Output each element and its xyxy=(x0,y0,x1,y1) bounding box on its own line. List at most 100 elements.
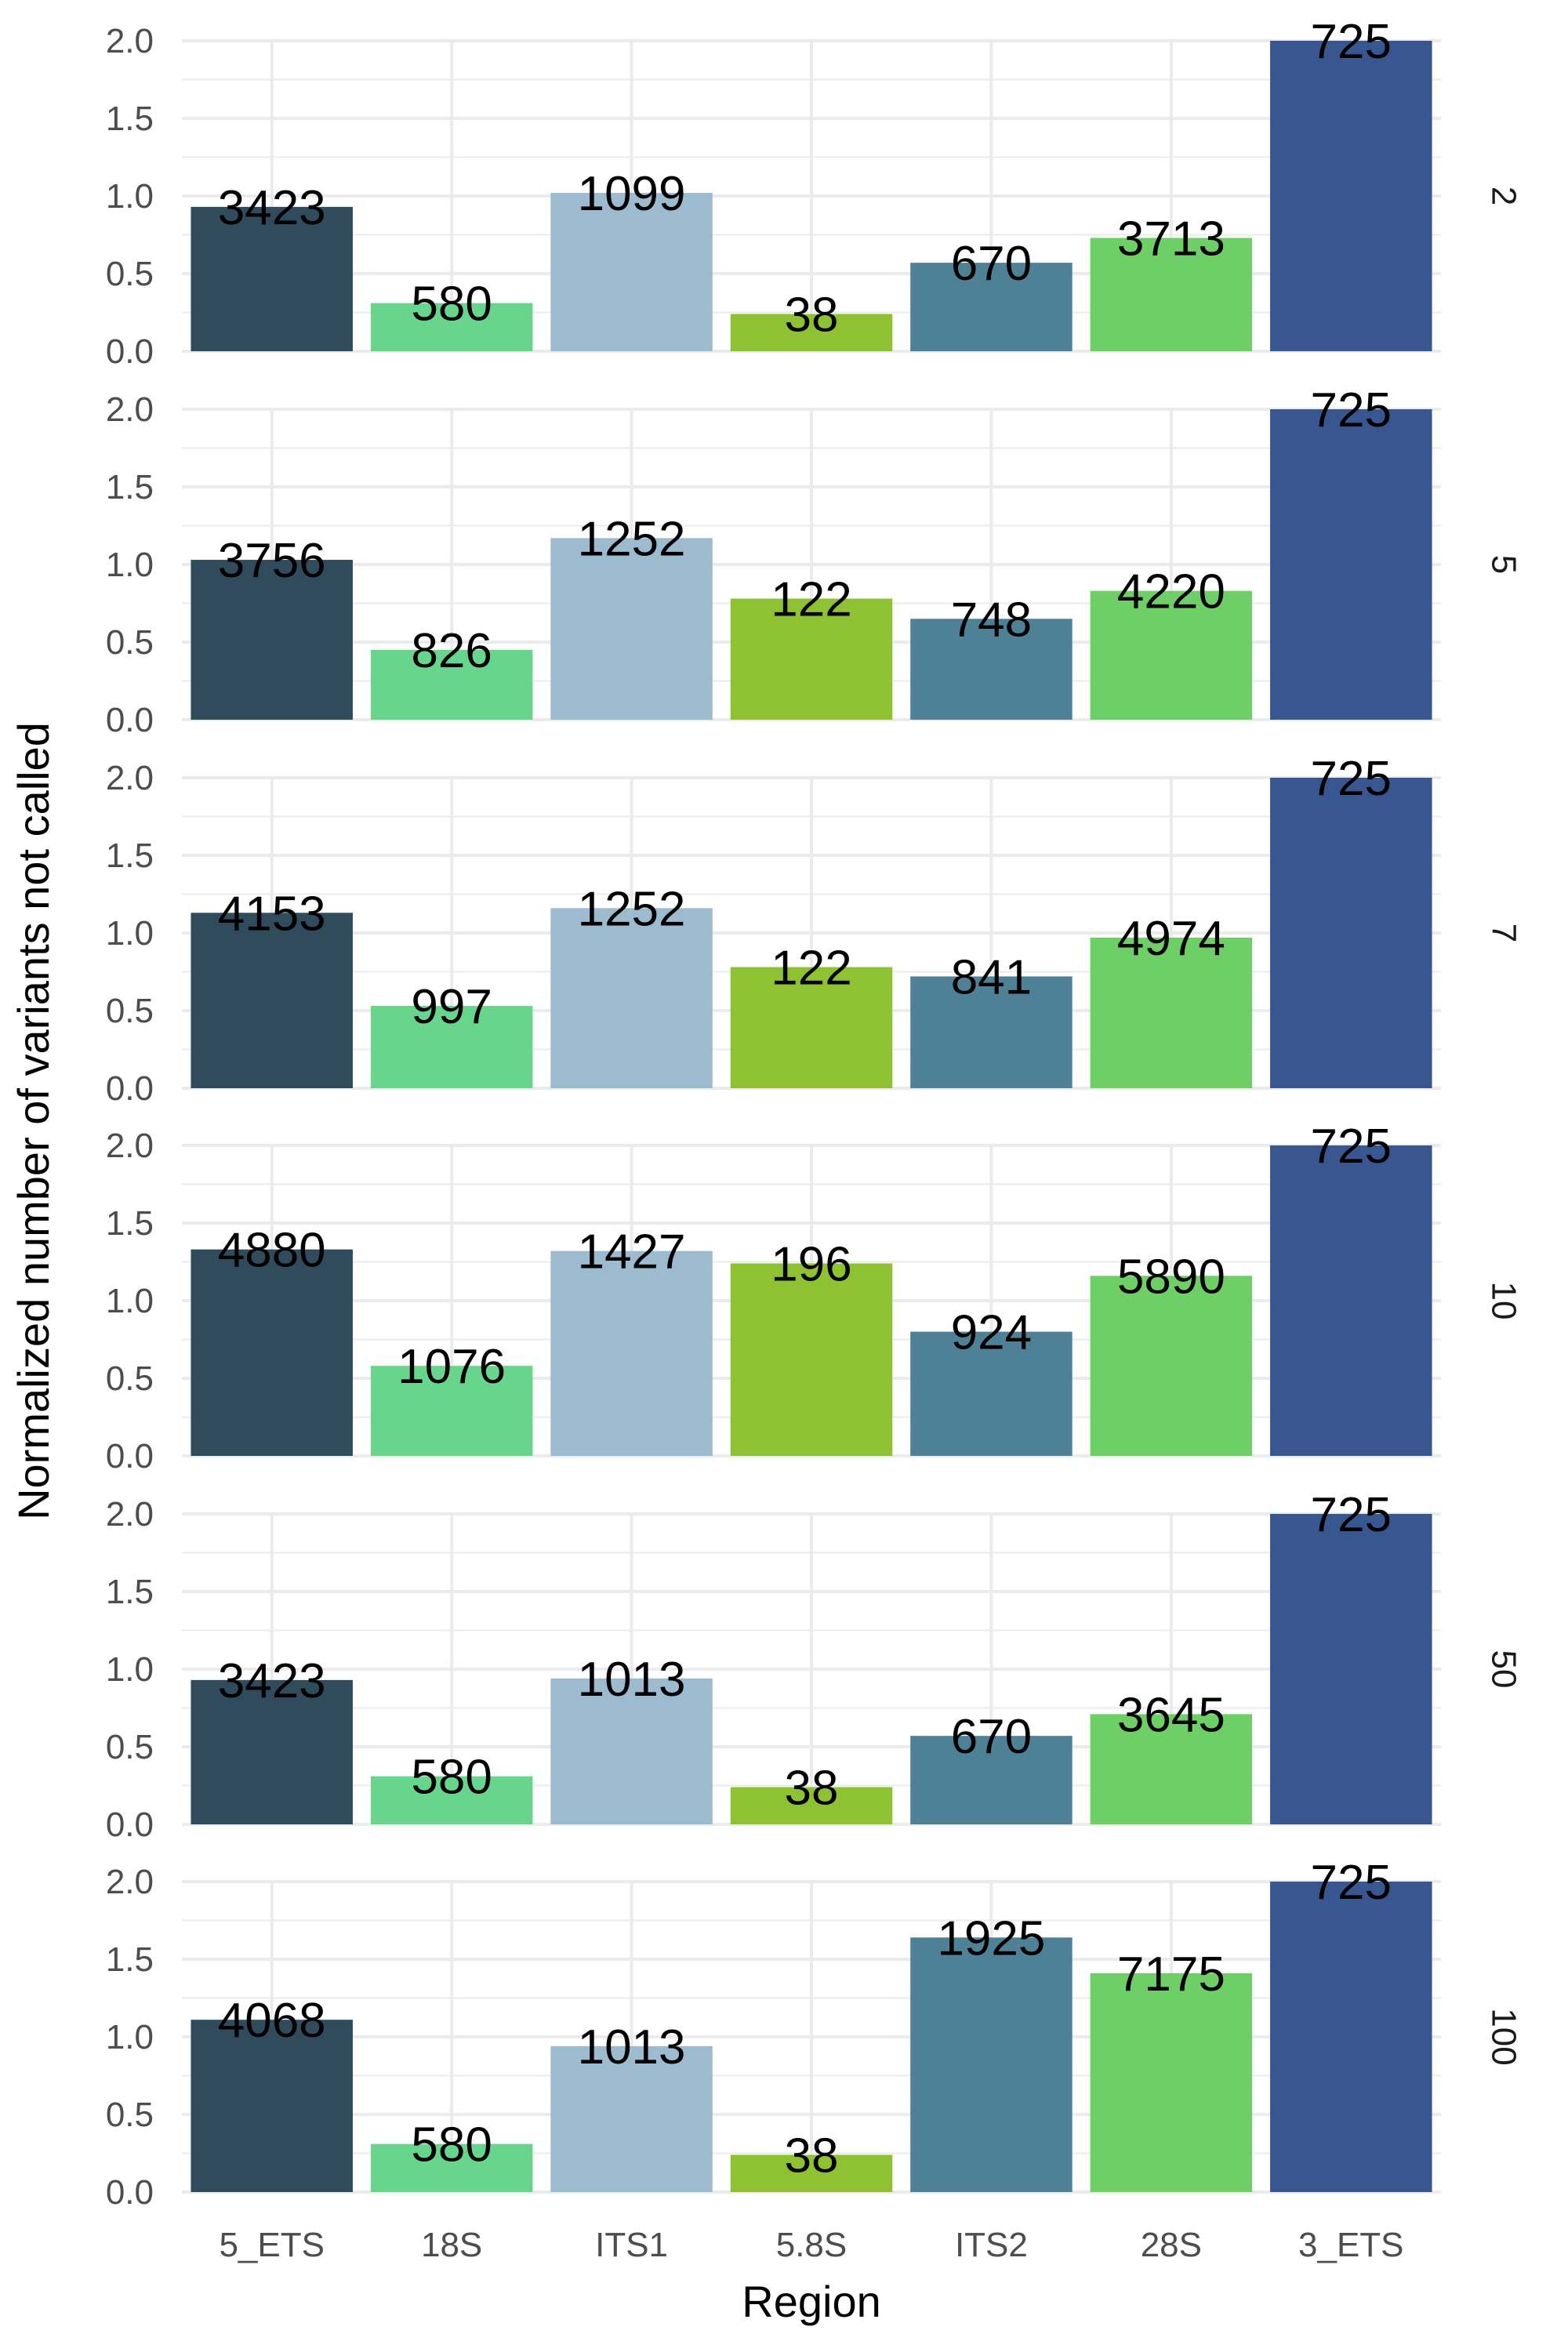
x-tick-label: ITS2 xyxy=(955,2226,1028,2264)
bar-value-label: 4220 xyxy=(1117,565,1225,619)
bar xyxy=(191,1249,353,1456)
bar xyxy=(550,538,713,720)
bar-value-label: 748 xyxy=(951,593,1032,647)
bar-value-label: 1013 xyxy=(578,1653,686,1707)
facet-strip-label: 50 xyxy=(1484,1650,1523,1689)
y-tick-label: 0.0 xyxy=(106,1806,154,1844)
y-tick-label: 1.5 xyxy=(106,837,154,875)
bar xyxy=(370,1006,533,1088)
bar xyxy=(1270,1145,1432,1456)
facet-panel: 0.0 0.5 1.0 1.5 2.0 4068 580 1013 38 1925 7175 725 1… xyxy=(106,1856,1523,2212)
bar xyxy=(550,193,713,351)
bar xyxy=(550,908,713,1088)
bar-value-label: 38 xyxy=(785,2129,839,2183)
x-tick-label: ITS1 xyxy=(595,2226,668,2264)
facet-strip-label: 5 xyxy=(1484,555,1523,574)
bar xyxy=(370,1776,533,1824)
bar xyxy=(1090,1276,1253,1456)
bar-value-label: 997 xyxy=(411,980,492,1034)
bar-value-label: 4974 xyxy=(1117,912,1225,966)
bar-value-label: 38 xyxy=(785,288,839,342)
bar xyxy=(550,1250,713,1456)
bar-value-label: 670 xyxy=(951,237,1032,291)
bar-value-label: 1099 xyxy=(578,167,686,221)
bar xyxy=(910,263,1073,351)
bar xyxy=(730,1787,893,1824)
facet-panel: 0.0 0.5 1.0 1.5 2.0 3423 580 1099 38 670 3713 725 2 xyxy=(106,15,1523,371)
y-tick-label: 1.0 xyxy=(106,2018,154,2056)
bar xyxy=(1090,590,1253,720)
y-tick-label: 2.0 xyxy=(106,1863,154,1901)
bar xyxy=(910,1331,1073,1456)
bar-value-label: 1427 xyxy=(578,1225,686,1279)
facet-panel: 0.0 0.5 1.0 1.5 2.0 3423 580 1013 38 670 3645 725 50 xyxy=(106,1488,1523,1844)
bar-value-label: 725 xyxy=(1311,1488,1392,1542)
y-tick-label: 1.0 xyxy=(106,1650,154,1689)
bar xyxy=(1270,1514,1432,1824)
bar-value-label: 3423 xyxy=(218,181,326,235)
bar-value-label: 5890 xyxy=(1117,1250,1225,1304)
bar xyxy=(1090,1714,1253,1824)
y-tick-label: 1.5 xyxy=(106,468,154,506)
bar-value-label: 38 xyxy=(785,1761,839,1815)
bar-value-label: 3423 xyxy=(218,1654,326,1708)
bar-value-label: 826 xyxy=(411,624,492,678)
bar-value-label: 7175 xyxy=(1117,1947,1225,2002)
bar xyxy=(730,598,893,720)
bar xyxy=(730,314,893,351)
bar xyxy=(1270,41,1432,351)
bar-value-label: 725 xyxy=(1311,15,1392,69)
bar-value-label: 4068 xyxy=(218,1994,326,2048)
bar-value-label: 725 xyxy=(1311,1120,1392,1174)
facet-panel: 0.0 0.5 1.0 1.5 2.0 4153 997 1252 122 841 4974 725 7 xyxy=(106,752,1523,1108)
bar-value-label: 1925 xyxy=(937,1911,1045,1965)
bar xyxy=(191,1679,353,1824)
bar-value-label: 725 xyxy=(1311,383,1392,437)
bar xyxy=(1090,937,1253,1088)
y-tick-label: 2.0 xyxy=(106,1127,154,1165)
bar-value-label: 841 xyxy=(951,950,1032,1004)
bar xyxy=(910,619,1073,720)
bar xyxy=(910,1937,1073,2192)
bar xyxy=(1090,1973,1253,2192)
bar xyxy=(910,976,1073,1088)
y-tick-label: 0.5 xyxy=(106,623,154,662)
x-tick-label: 18S xyxy=(421,2226,482,2264)
bar xyxy=(550,1678,713,1824)
bar-value-label: 4880 xyxy=(218,1224,326,1278)
bar xyxy=(191,913,353,1088)
y-tick-label: 0.0 xyxy=(106,332,154,371)
bar xyxy=(1270,1882,1432,2192)
y-tick-label: 0.5 xyxy=(106,1359,154,1398)
bar xyxy=(370,1366,533,1456)
bar-value-label: 122 xyxy=(771,942,851,996)
y-tick-label: 1.0 xyxy=(106,1282,154,1320)
y-tick-label: 0.5 xyxy=(106,255,154,293)
bar xyxy=(730,1263,893,1456)
y-tick-label: 2.0 xyxy=(106,22,154,60)
x-axis-title: Region xyxy=(742,2277,880,2326)
bar-value-label: 580 xyxy=(411,2118,492,2172)
x-axis: 5_ETS 18S ITS1 5.8S ITS2 28S 3_ETS xyxy=(219,2226,1403,2264)
bar-value-label: 1252 xyxy=(578,882,686,936)
bar xyxy=(370,2143,533,2192)
x-tick-label: 3_ETS xyxy=(1298,2226,1404,2264)
bar xyxy=(370,303,533,351)
y-tick-label: 1.5 xyxy=(106,1573,154,1611)
bar-value-label: 122 xyxy=(771,573,851,627)
bar xyxy=(910,1736,1073,1824)
bar-value-label: 3713 xyxy=(1117,212,1225,266)
x-tick-label: 28S xyxy=(1141,2226,1202,2264)
bar xyxy=(1090,238,1253,351)
bar xyxy=(191,206,353,351)
bar xyxy=(1270,409,1432,720)
bar-value-label: 924 xyxy=(951,1306,1032,1360)
y-tick-label: 0.5 xyxy=(106,1728,154,1766)
y-tick-label: 1.0 xyxy=(106,546,154,584)
bar-value-label: 580 xyxy=(411,1751,492,1805)
bar-value-label: 580 xyxy=(411,278,492,332)
bar-value-label: 3645 xyxy=(1117,1688,1225,1742)
bar xyxy=(191,560,353,720)
